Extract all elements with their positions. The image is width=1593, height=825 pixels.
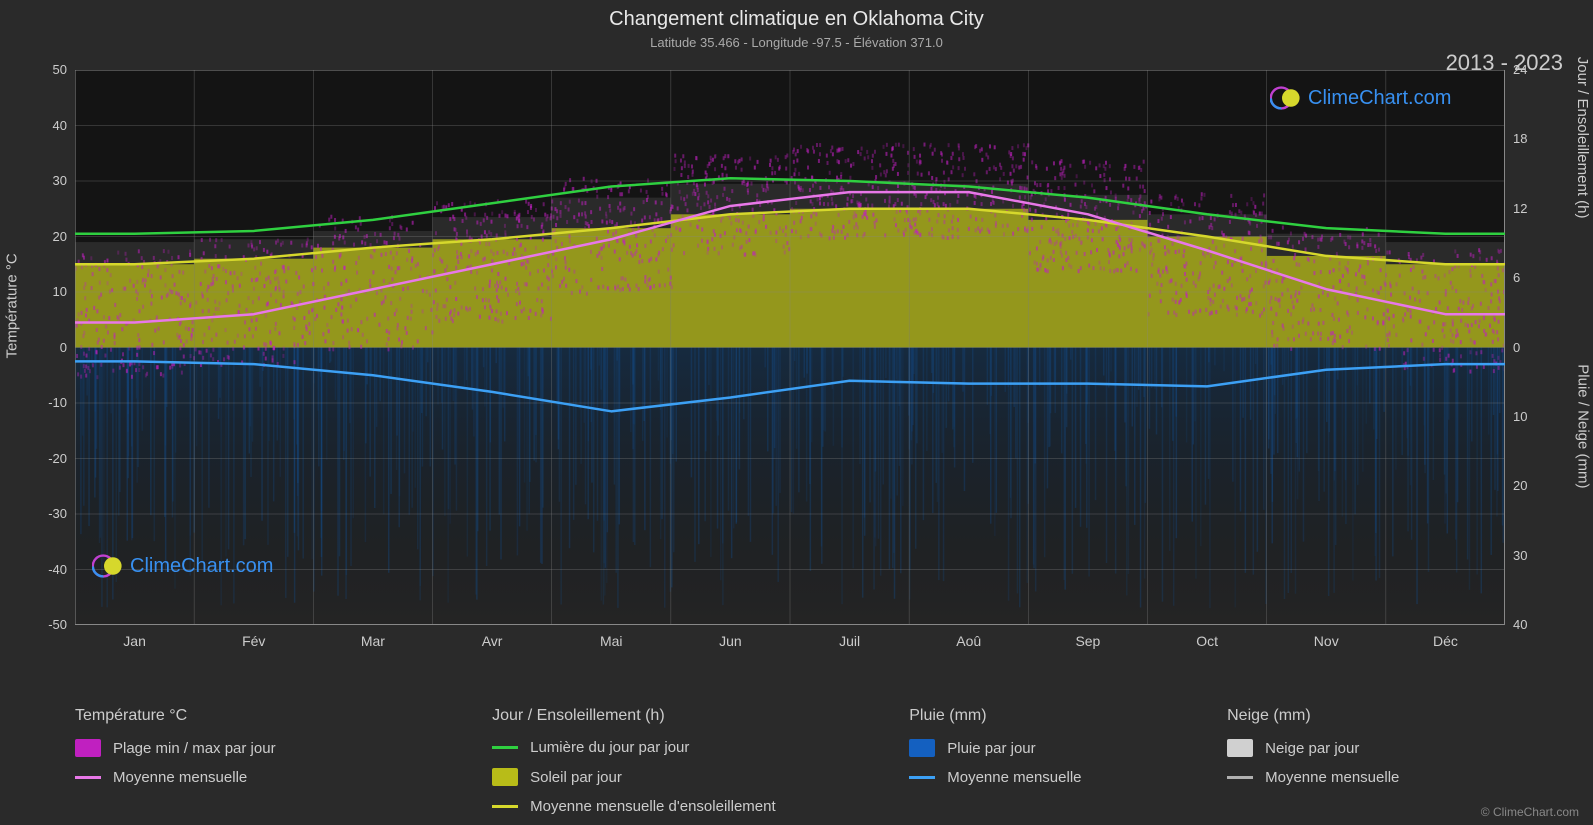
legend-swatch-icon — [75, 739, 101, 757]
climate-chart: Changement climatique en Oklahoma City L… — [0, 0, 1593, 825]
y-tick-right-hours: 18 — [1513, 131, 1543, 146]
y-tick-right-mm: 10 — [1513, 409, 1543, 424]
x-tick-month: Mai — [571, 633, 651, 649]
legend-label: Neige par jour — [1265, 740, 1359, 757]
y-tick-left: -40 — [37, 562, 67, 577]
y-tick-left: -20 — [37, 451, 67, 466]
x-tick-month: Déc — [1405, 633, 1485, 649]
x-tick-month: Sep — [1048, 633, 1128, 649]
x-tick-month: Mar — [333, 633, 413, 649]
legend-item: Moyenne mensuelle — [1227, 769, 1505, 786]
y-tick-right-mm: 40 — [1513, 617, 1543, 632]
legend-label: Pluie par jour — [947, 740, 1035, 757]
y-tick-right-hours: 0 — [1513, 340, 1543, 355]
watermark-text: ClimeChart.com — [130, 555, 273, 578]
legend-item: Neige par jour — [1227, 739, 1505, 757]
legend-label: Plage min / max par jour — [113, 740, 276, 757]
legend-label: Lumière du jour par jour — [530, 739, 689, 756]
legend-label: Moyenne mensuelle — [947, 769, 1081, 786]
legend-swatch-icon — [1227, 739, 1253, 757]
legend-item: Plage min / max par jour — [75, 739, 452, 757]
y-tick-right-mm: 30 — [1513, 548, 1543, 563]
x-tick-month: Avr — [452, 633, 532, 649]
y-tick-left: 20 — [37, 229, 67, 244]
legend-label: Moyenne mensuelle — [113, 769, 247, 786]
y-tick-right-hours: 6 — [1513, 270, 1543, 285]
legend-col-temperature: Température °C Plage min / max par jour Mo… — [75, 707, 452, 815]
watermark-logo: ClimeChart.com — [92, 550, 273, 582]
legend-col-daylight: Jour / Ensoleillement (h) Lumière du jour… — [492, 707, 869, 815]
legend-line-icon — [1227, 776, 1253, 779]
y-axis-right-top-label: Jour / Ensoleillement (h) — [1575, 57, 1592, 219]
legend: Température °C Plage min / max par jour Mo… — [75, 707, 1505, 815]
y-tick-left: -30 — [37, 506, 67, 521]
y-tick-right-hours: 24 — [1513, 62, 1543, 77]
plot-svg — [75, 70, 1505, 625]
y-tick-left: -10 — [37, 395, 67, 410]
y-axis-right-bottom-label: Pluie / Neige (mm) — [1575, 364, 1592, 488]
legend-item: Moyenne mensuelle — [909, 769, 1187, 786]
legend-col-rain: Pluie (mm) Pluie par jour Moyenne mensuell… — [909, 707, 1187, 815]
legend-label: Moyenne mensuelle — [1265, 769, 1399, 786]
legend-header: Neige (mm) — [1227, 707, 1505, 725]
x-tick-month: Oct — [1167, 633, 1247, 649]
x-tick-month: Fév — [214, 633, 294, 649]
y-tick-left: 10 — [37, 284, 67, 299]
legend-line-icon — [909, 776, 935, 779]
legend-line-icon — [492, 805, 518, 808]
legend-item: Lumière du jour par jour — [492, 739, 869, 756]
legend-col-snow: Neige (mm) Neige par jour Moyenne mensuell… — [1227, 707, 1505, 815]
legend-item: Soleil par jour — [492, 768, 869, 786]
legend-item: Pluie par jour — [909, 739, 1187, 757]
y-axis-left-label: Température °C — [4, 253, 21, 358]
legend-line-icon — [492, 746, 518, 749]
x-tick-month: Juil — [810, 633, 890, 649]
legend-swatch-icon — [909, 739, 935, 757]
y-tick-right-mm: 20 — [1513, 478, 1543, 493]
chart-title: Changement climatique en Oklahoma City — [0, 0, 1593, 31]
x-tick-month: Aoû — [929, 633, 1009, 649]
copyright: © ClimeChart.com — [1481, 805, 1579, 819]
x-tick-month: Nov — [1286, 633, 1366, 649]
y-tick-right-hours: 12 — [1513, 201, 1543, 216]
legend-header: Température °C — [75, 707, 452, 725]
x-tick-month: Jan — [95, 633, 175, 649]
legend-header: Pluie (mm) — [909, 707, 1187, 725]
legend-swatch-icon — [492, 768, 518, 786]
y-tick-left: 30 — [37, 173, 67, 188]
legend-label: Moyenne mensuelle d'ensoleillement — [530, 798, 776, 815]
legend-item: Moyenne mensuelle d'ensoleillement — [492, 798, 869, 815]
legend-label: Soleil par jour — [530, 769, 622, 786]
legend-item: Moyenne mensuelle — [75, 769, 452, 786]
y-tick-left: 50 — [37, 62, 67, 77]
y-tick-left: 40 — [37, 118, 67, 133]
chart-subtitle: Latitude 35.466 - Longitude -97.5 - Élév… — [0, 31, 1593, 50]
plot-area: 50403020100-10-20-30-40-50 2418126010203… — [75, 70, 1505, 625]
watermark-text: ClimeChart.com — [1308, 87, 1451, 110]
x-tick-month: Jun — [690, 633, 770, 649]
y-tick-left: -50 — [37, 617, 67, 632]
y-tick-left: 0 — [37, 340, 67, 355]
legend-header: Jour / Ensoleillement (h) — [492, 707, 869, 725]
watermark-logo: ClimeChart.com — [1270, 82, 1451, 114]
legend-line-icon — [75, 776, 101, 779]
